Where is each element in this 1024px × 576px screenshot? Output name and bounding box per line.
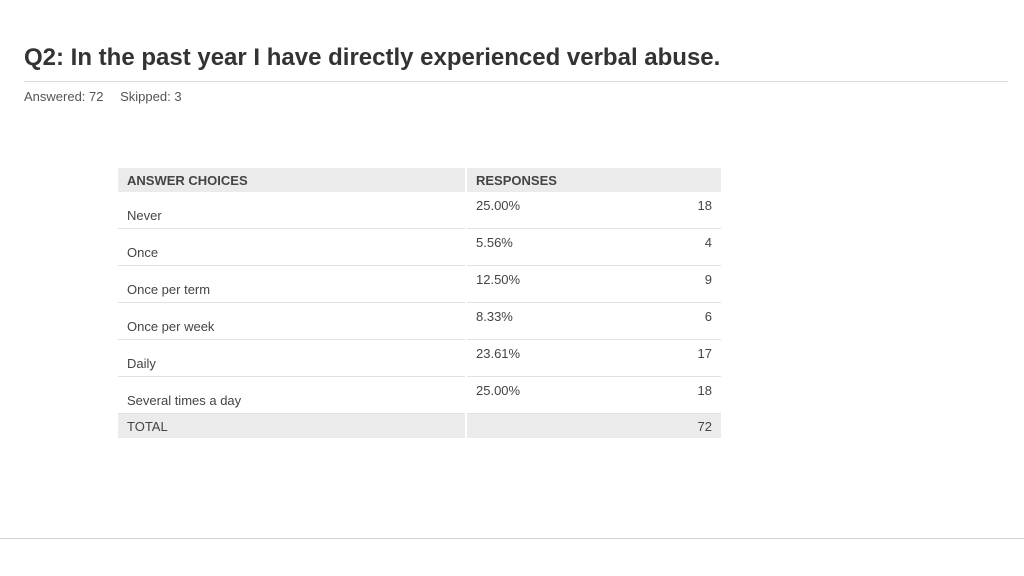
answer-choice: Once per term [118,265,467,303]
total-blank-cell [466,413,656,438]
response-count: 9 [656,265,722,303]
response-percent: 23.61% [466,339,656,377]
response-percent: 25.00% [466,192,656,229]
table-header-row: ANSWER CHOICES RESPONSES [118,168,722,192]
answered-count: Answered: 72 [24,89,104,104]
response-count: 17 [656,339,722,377]
response-count: 6 [656,302,722,340]
response-percent: 5.56% [466,228,656,266]
table-row: Several times a day 25.00% 18 [118,376,722,414]
response-count: 18 [656,192,722,229]
answer-choice: Daily [118,339,467,377]
answer-choices-header: ANSWER CHOICES [118,168,467,192]
response-percent: 25.00% [466,376,656,414]
answer-choice: Once per week [118,302,467,340]
answer-choice: Once [118,228,467,266]
response-stats: Answered: 72 Skipped: 3 [24,89,182,104]
responses-header: RESPONSES [466,168,722,192]
table-row: Never 25.00% 18 [118,192,722,229]
results-table: ANSWER CHOICES RESPONSES Never 25.00% 18… [118,168,722,438]
answer-choice: Never [118,192,467,229]
response-percent: 12.50% [466,265,656,303]
response-count: 18 [656,376,722,414]
total-row: TOTAL 72 [118,413,722,438]
answer-choice: Several times a day [118,376,467,414]
title-divider [24,81,1008,82]
question-title: Q2: In the past year I have directly exp… [24,44,721,71]
table-row: Once per week 8.33% 6 [118,302,722,340]
table-row: Once 5.56% 4 [118,228,722,266]
table-row: Once per term 12.50% 9 [118,265,722,303]
footer-divider [0,538,1024,539]
response-percent: 8.33% [466,302,656,340]
skipped-count: Skipped: 3 [120,89,182,104]
table-row: Daily 23.61% 17 [118,339,722,377]
total-count: 72 [656,413,722,438]
total-label: TOTAL [118,413,467,438]
response-count: 4 [656,228,722,266]
